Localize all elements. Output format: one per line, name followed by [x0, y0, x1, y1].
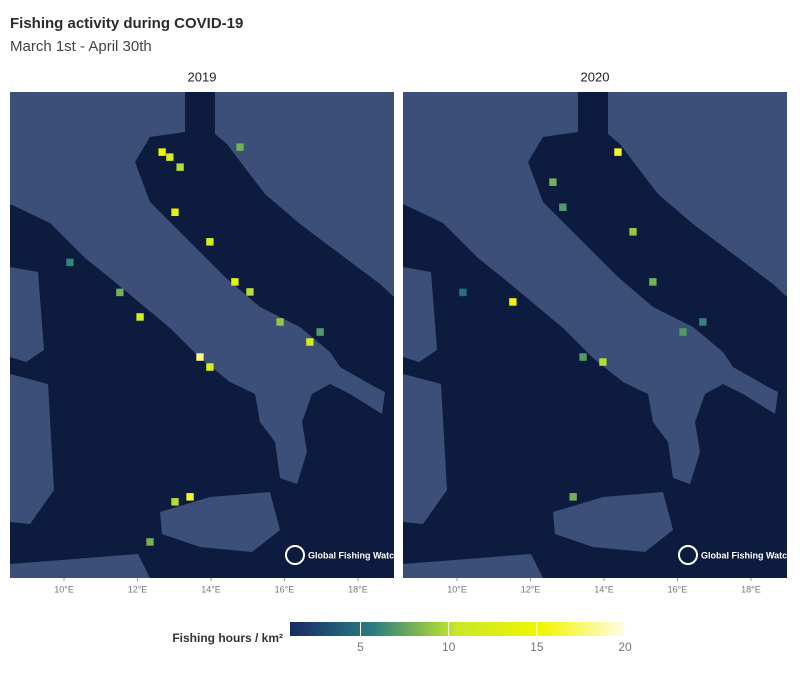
fishing-cell	[136, 313, 144, 321]
x-tick-label: 14°E	[594, 584, 614, 594]
fishing-cell	[236, 143, 244, 151]
watermark-logo	[285, 545, 305, 565]
fishing-cell	[569, 493, 577, 501]
x-tick-label: 16°E	[668, 584, 688, 594]
subtitle: March 1st - April 30th	[10, 38, 152, 55]
watermark: Global Fishing Watch	[701, 550, 793, 560]
colorbar-tick-label: 10	[442, 640, 456, 654]
fishing-cell	[649, 278, 657, 286]
x-tick-label: 12°E	[521, 584, 541, 594]
fishing-cell	[176, 163, 184, 171]
fishing-cell	[306, 338, 314, 346]
fishing-cell	[316, 328, 324, 336]
colorbar-tick-label: 15	[530, 640, 544, 654]
colorbar-tick-label: 5	[357, 640, 364, 654]
fishing-cell	[699, 318, 707, 326]
watermark: Global Fishing Watch	[308, 550, 400, 560]
fishing-cell	[599, 358, 607, 366]
fishing-cell	[679, 328, 687, 336]
panel-title: 2019	[188, 69, 217, 84]
x-tick-label: 14°E	[201, 584, 221, 594]
fishing-cell	[206, 363, 214, 371]
fishing-cell	[66, 258, 74, 267]
colorbar	[290, 622, 625, 636]
colorbar-tick-label: 20	[618, 640, 632, 654]
fishing-cell	[549, 178, 557, 186]
watermark-logo	[678, 545, 698, 565]
fishing-cell	[196, 353, 204, 361]
fishing-cell	[629, 228, 637, 236]
map-panel: Global Fishing Watch	[403, 92, 793, 578]
map-panel: Global Fishing Watch	[10, 92, 400, 578]
x-tick-label: 16°E	[275, 584, 295, 594]
x-tick-label: 18°E	[741, 584, 761, 594]
fishing-cell	[231, 278, 239, 286]
fishing-cell	[166, 153, 174, 161]
fishing-cell	[276, 318, 284, 326]
colorbar-label: Fishing hours / km²	[172, 631, 283, 645]
panel-title: 2020	[581, 69, 610, 84]
fishing-cell	[171, 498, 179, 506]
title: Fishing activity during COVID-19	[10, 15, 243, 32]
fishing-cell	[246, 288, 254, 296]
fishing-cell	[186, 493, 194, 501]
x-tick-label: 10°E	[54, 584, 74, 594]
fishing-cell	[579, 353, 587, 361]
fishing-cell	[509, 298, 517, 306]
x-tick-label: 12°E	[128, 584, 148, 594]
fishing-cell	[206, 238, 214, 246]
fishing-cell	[559, 203, 567, 211]
fishing-cell	[158, 148, 166, 156]
fishing-cell	[146, 538, 154, 546]
fishing-cell	[116, 288, 124, 297]
fishing-cell	[614, 148, 622, 156]
x-tick-label: 10°E	[447, 584, 467, 594]
fishing-cell	[459, 288, 467, 297]
fishing-cell	[171, 208, 179, 216]
x-tick-label: 18°E	[348, 584, 368, 594]
